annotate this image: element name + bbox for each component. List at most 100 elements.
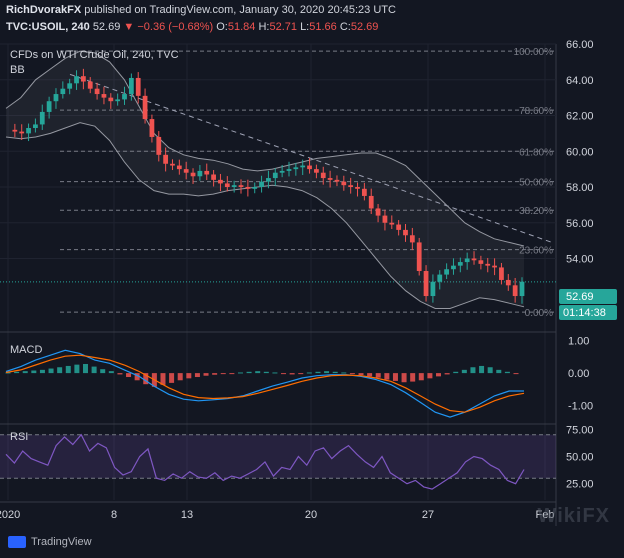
macd-pane: [5, 349, 525, 418]
fib-level-label: 50.00%: [519, 178, 553, 189]
macd-histogram-bar: [117, 373, 123, 375]
macd-histogram-bar: [31, 370, 37, 374]
tradingview-footer[interactable]: TradingView: [8, 536, 92, 548]
candle-body: [512, 285, 518, 297]
candle-body: [293, 167, 299, 170]
macd-histogram-bar: [186, 373, 192, 379]
macd-histogram-bar: [108, 371, 114, 374]
macd-histogram-bar: [263, 371, 269, 374]
macd-histogram-bar: [324, 371, 330, 374]
date-tick-label: Feb: [536, 509, 555, 521]
low-value: 51.66: [309, 21, 337, 33]
price-tick-label: 66.00: [566, 40, 594, 51]
countdown-tag-bg: [559, 305, 617, 320]
candle-body: [67, 83, 73, 89]
rsi-line: [5, 433, 525, 490]
candlestick-series: [12, 68, 525, 304]
macd-histogram-bar: [203, 373, 209, 376]
high-label: H:: [258, 21, 270, 33]
macd-histogram-bar: [496, 369, 502, 374]
macd-histogram-bar: [418, 373, 424, 381]
tradingview-brand: TradingView: [31, 536, 92, 548]
candle-body: [74, 76, 79, 84]
macd-histogram-bar: [237, 372, 243, 374]
candle-body: [348, 185, 354, 187]
candle-body: [355, 187, 360, 189]
candle-body: [170, 163, 175, 166]
macd-histogram-bar: [504, 371, 510, 374]
candle-body: [471, 258, 477, 261]
bb-fill: [6, 51, 524, 309]
fibonacci-levels: 100.00% 78.60% 61.80% 50.00% 38.20% 23.60% 0.0…: [0, 47, 556, 319]
candle-body: [94, 88, 100, 95]
countdown-tag: 01:14:38: [563, 307, 606, 319]
macd-histogram-bar: [315, 371, 321, 374]
price-chart[interactable]: 100.00% 78.60% 61.80% 50.00% 38.20% 23.60% 0.0…: [0, 40, 624, 536]
date-tick-label: 20: [305, 509, 317, 521]
macd-histogram-bar: [289, 373, 295, 375]
macd-histogram-bar: [427, 373, 433, 379]
fib-level-label: 38.20%: [519, 206, 553, 217]
candle-body: [204, 170, 210, 175]
candle-body: [423, 271, 429, 297]
chart-background: [0, 40, 556, 526]
macd-histogram-bar: [513, 373, 519, 375]
rsi-label: RSI: [10, 431, 28, 443]
candle-body: [259, 181, 264, 187]
candle-body: [135, 77, 141, 96]
publish-info: published on TradingView.com, January 30…: [84, 4, 396, 16]
bb-label: BB: [10, 64, 25, 76]
candle-body: [505, 279, 511, 286]
macd-histogram-bar: [341, 372, 347, 374]
candle-body: [252, 187, 258, 189]
price-change: ▼ −0.36 (−0.68%): [123, 21, 214, 33]
macd-histogram-bar: [298, 373, 304, 375]
candle-body: [457, 262, 463, 266]
macd-histogram-bar: [367, 373, 373, 377]
macd-histogram-bar: [453, 371, 459, 374]
candle-body: [430, 281, 436, 297]
macd-histogram-bar: [479, 365, 485, 374]
macd-histogram-bar: [255, 371, 261, 374]
macd-histogram-bar: [160, 373, 166, 385]
candle-body: [33, 124, 38, 129]
price-tick-label: 58.00: [566, 182, 594, 194]
candle-body: [156, 136, 162, 155]
candle-body: [272, 172, 278, 179]
date-tick-label: 13: [181, 509, 193, 521]
candle-body: [279, 170, 285, 173]
candle-body: [12, 129, 18, 132]
author-name[interactable]: RichDvorakFX: [6, 4, 82, 16]
price-tags: 52.69 01:14:38: [559, 289, 617, 320]
candle-body: [382, 215, 388, 223]
macd-histogram-bar: [126, 373, 132, 378]
close-value: 52.69: [350, 21, 379, 33]
candle-body: [197, 170, 203, 177]
candle-body: [389, 222, 395, 225]
candle-body: [81, 76, 86, 82]
candle-body: [464, 258, 470, 263]
candle-body: [218, 179, 223, 184]
candle-body: [375, 208, 381, 216]
macd-histogram-bar: [57, 367, 63, 374]
macd-histogram-bar: [134, 373, 140, 381]
macd-histogram-bar: [461, 369, 467, 374]
symbol-label[interactable]: TVC:USOIL, 240: [6, 21, 90, 33]
pane-labels: CFDs on WTI Crude Oil, 240, TVC BB MACD …: [10, 49, 179, 443]
publish-line: RichDvorakFX published on TradingView.co…: [6, 4, 396, 17]
candle-body: [409, 235, 415, 243]
rsi-tick-label: 25.00: [566, 479, 594, 491]
macd-histogram-bar: [444, 373, 450, 375]
macd-histogram-bar: [332, 371, 338, 374]
fib-level-label: 0.00%: [525, 308, 553, 319]
macd-tick-label: 1.00: [568, 336, 589, 348]
macd-histogram-bar: [212, 373, 218, 375]
macd-histogram-bar: [410, 373, 416, 382]
date-tick-label: 2020: [0, 509, 20, 521]
candle-body: [416, 242, 422, 272]
macd-histogram-bar: [74, 364, 80, 374]
macd-histogram-bar: [220, 373, 226, 375]
tradingview-logo-icon: [8, 536, 26, 548]
open-label: O:: [216, 21, 228, 33]
candle-body: [115, 99, 121, 102]
